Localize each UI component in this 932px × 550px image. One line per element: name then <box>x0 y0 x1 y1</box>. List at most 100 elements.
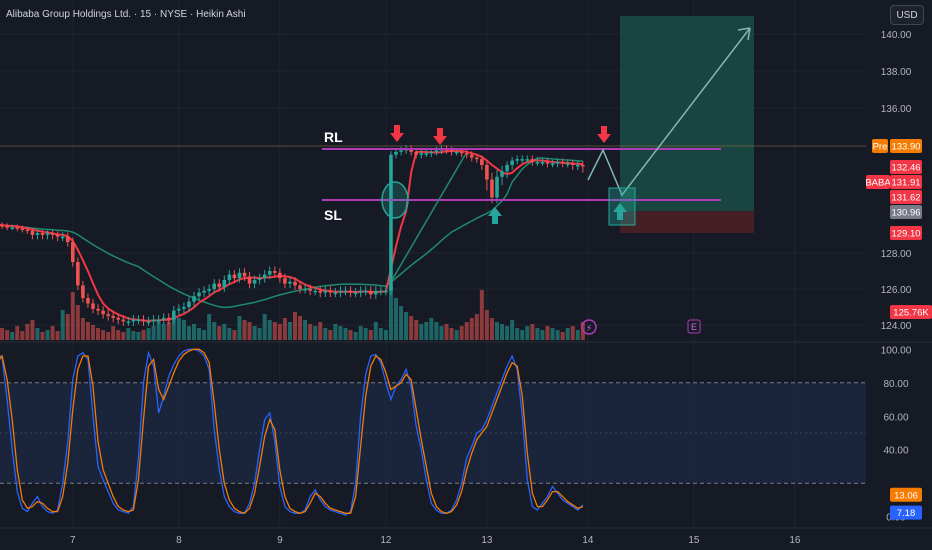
candle-body <box>515 159 519 161</box>
time-tick-label: 13 <box>481 535 493 546</box>
volume-bar <box>0 328 5 340</box>
candle-body <box>434 150 439 152</box>
volume-bar <box>116 330 121 340</box>
green-arrow-2 <box>613 203 627 220</box>
volume-bar <box>383 330 388 340</box>
volume-bar <box>459 326 464 340</box>
candle-body <box>500 171 504 177</box>
volume-bar <box>338 326 343 340</box>
candle-body <box>459 151 464 154</box>
ma-slow-line <box>0 157 583 309</box>
earnings-marker-box <box>687 319 701 334</box>
volume-bar <box>298 316 303 340</box>
volume-bar <box>91 325 95 340</box>
highlight-circle <box>381 181 409 219</box>
volume-bar <box>217 326 222 340</box>
price-badge <box>890 160 922 174</box>
time-tick-label: 16 <box>789 535 801 546</box>
price-badge-text: 131.91 <box>891 178 920 189</box>
price-badge <box>890 139 922 153</box>
volume-bar <box>454 330 459 340</box>
volume-bar <box>186 326 191 340</box>
volume-bar <box>212 322 217 340</box>
candle-body <box>550 163 555 165</box>
volume-bar <box>40 332 45 340</box>
candle-body <box>192 296 196 302</box>
candle-body <box>560 162 565 164</box>
candle-body <box>469 154 474 158</box>
volume-bar <box>70 292 75 340</box>
volume-bar <box>439 326 444 340</box>
volume-bar <box>45 330 50 340</box>
volume-bar <box>176 318 181 340</box>
candle-body <box>283 278 287 284</box>
volume-bar <box>343 328 348 340</box>
volume-bar <box>495 322 499 340</box>
currency-button[interactable]: USD <box>890 5 924 25</box>
candle-body <box>15 227 20 229</box>
rl-label: RL <box>324 129 343 145</box>
volume-bar <box>35 328 40 340</box>
candle-body <box>530 159 535 163</box>
volume-bar <box>323 328 328 340</box>
candle-body <box>495 176 499 198</box>
candle-body <box>212 283 216 289</box>
volume-bar <box>207 314 212 340</box>
volume-bar <box>363 328 368 340</box>
candle-body <box>464 153 469 155</box>
candle-body <box>278 272 282 279</box>
price-tick-label: 140.00 <box>881 30 912 41</box>
price-badge <box>890 226 922 240</box>
volume-bar <box>192 324 196 340</box>
time-tick-label: 7 <box>70 535 76 546</box>
candle-body <box>131 319 136 322</box>
volume-bar <box>540 330 545 340</box>
candle-body <box>227 274 232 280</box>
candle-body <box>298 285 302 289</box>
volume-bar <box>146 328 151 340</box>
volume-bar <box>55 331 60 340</box>
volume-bar <box>414 320 419 340</box>
candle-body <box>505 164 509 172</box>
price-badge <box>872 139 888 153</box>
volume-bar <box>252 326 257 340</box>
volume-bar <box>10 332 15 340</box>
volume-bar <box>111 326 116 340</box>
volume-bar <box>434 322 439 340</box>
volume-bar <box>353 332 358 340</box>
candle-body <box>55 234 60 237</box>
candle-body <box>91 303 95 309</box>
price-tick-label: 124.00 <box>881 321 912 332</box>
candle-body <box>535 162 540 164</box>
candle-body <box>394 151 398 155</box>
volume-bar <box>404 312 409 340</box>
target-zone <box>620 16 754 212</box>
volume-bar <box>358 326 363 340</box>
price-tick-label: 138.00 <box>881 67 912 78</box>
volume-bar <box>520 330 525 340</box>
candle-body <box>409 148 413 152</box>
candle-body <box>30 230 35 235</box>
candle-body <box>358 290 363 293</box>
volume-bar <box>484 310 489 340</box>
candle-body <box>40 233 45 235</box>
candle-body <box>217 283 222 288</box>
candle-body <box>86 298 90 304</box>
volume-bar <box>25 324 30 340</box>
volume-bar <box>368 330 373 340</box>
volume-bar <box>121 332 126 340</box>
osc-tick-label: 40.00 <box>883 446 908 457</box>
time-tick-label: 15 <box>688 535 700 546</box>
candle-body <box>475 157 479 160</box>
price-tick-label: 126.00 <box>881 285 912 296</box>
candle-body <box>106 314 110 316</box>
volume-bar <box>227 328 232 340</box>
volume-bar <box>565 328 570 340</box>
price-badge-text: 131.62 <box>891 193 920 204</box>
candle-body <box>308 289 312 291</box>
price-badge-text: 129.10 <box>891 229 920 240</box>
candle-body <box>262 274 267 279</box>
volume-bar <box>373 322 378 340</box>
volume-bar <box>530 324 535 340</box>
